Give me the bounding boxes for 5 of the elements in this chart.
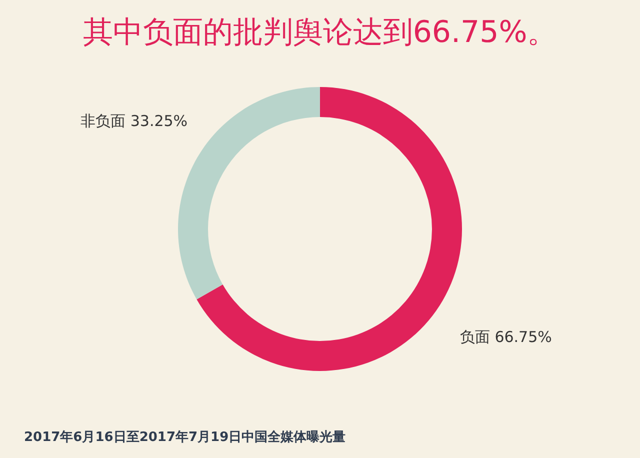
text: 2017年6月16日至2017年7月19日中国全媒体曝光量 — [24, 430, 346, 445]
slice-label: 负面 66.75% — [460, 328, 552, 346]
slice-label: 非负面 33.25% — [80, 112, 188, 130]
donut-slice — [196, 87, 462, 371]
chart-title: 其中负面的批判舆论达到66.75%。 — [82, 15, 558, 50]
